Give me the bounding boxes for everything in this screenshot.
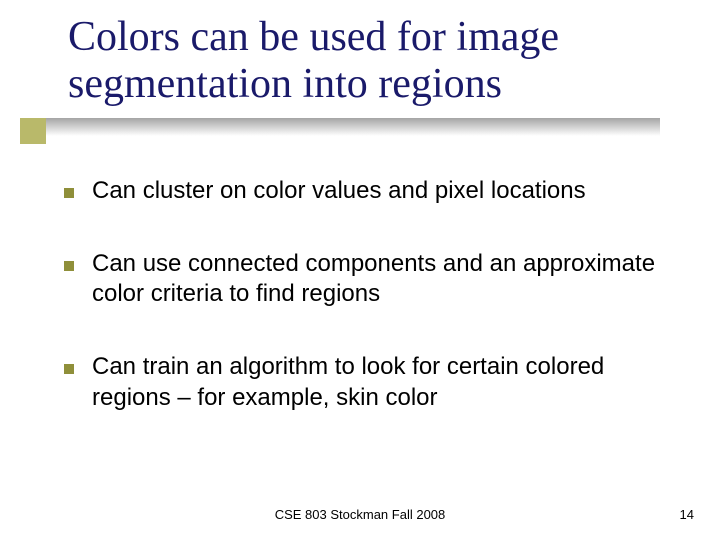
list-item: Can train an algorithm to look for certa… <box>64 352 680 413</box>
list-item: Can cluster on color values and pixel lo… <box>64 176 680 207</box>
square-bullet-icon <box>64 364 74 374</box>
title-shadow <box>20 118 660 136</box>
slide-number: 14 <box>680 507 694 522</box>
bullet-list: Can cluster on color values and pixel lo… <box>64 176 680 456</box>
slide: Colors can be used for image segmentatio… <box>0 0 720 540</box>
bullet-text: Can use connected components and an appr… <box>92 249 680 310</box>
footer-center: CSE 803 Stockman Fall 2008 <box>0 507 720 522</box>
bullet-text: Can cluster on color values and pixel lo… <box>92 176 586 207</box>
square-bullet-icon <box>64 261 74 271</box>
list-item: Can use connected components and an appr… <box>64 249 680 310</box>
square-bullet-icon <box>64 188 74 198</box>
bullet-text: Can train an algorithm to look for certa… <box>92 352 680 413</box>
accent-box <box>20 118 46 144</box>
slide-title: Colors can be used for image segmentatio… <box>68 14 680 108</box>
title-area: Colors can be used for image segmentatio… <box>68 14 680 108</box>
